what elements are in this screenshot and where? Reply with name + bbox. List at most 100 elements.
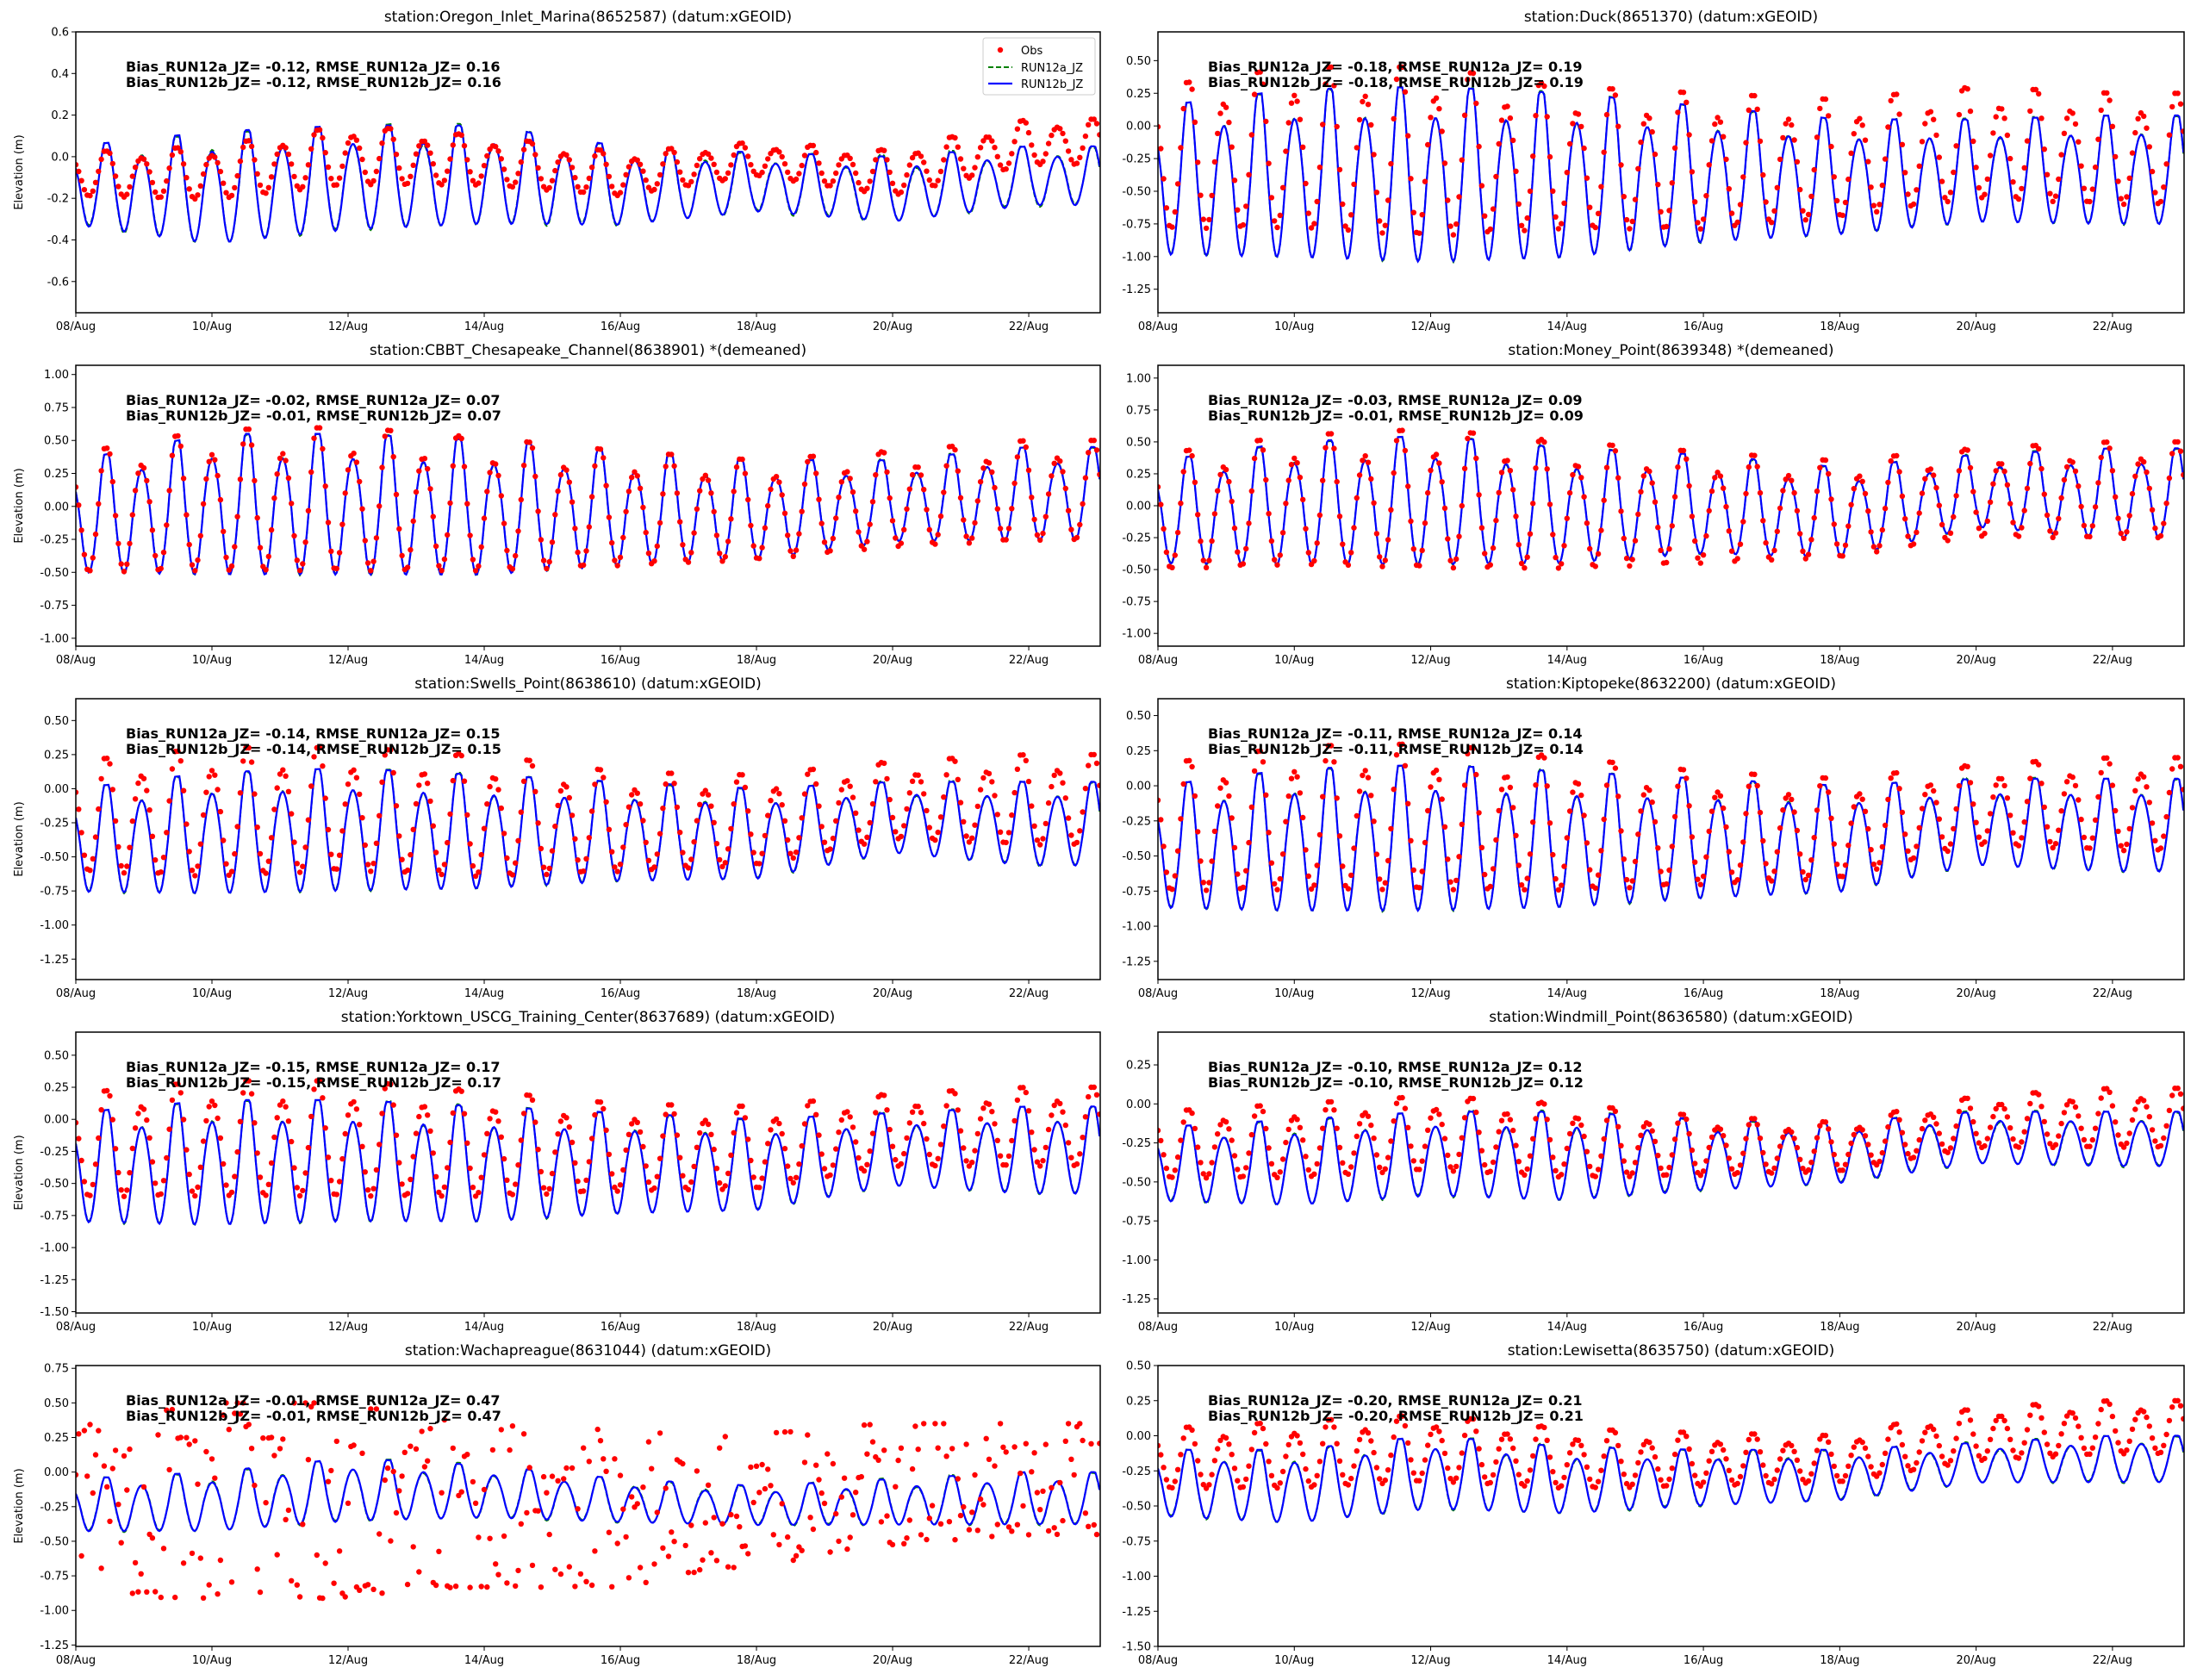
obs-point bbox=[2021, 507, 2027, 513]
obs-point bbox=[237, 476, 244, 482]
obs-point bbox=[1186, 79, 1192, 85]
obs-point bbox=[1354, 1448, 1360, 1454]
stats-text: Bias_RUN12a_JZ= -0.12, RMSE_RUN12a_JZ= 0… bbox=[126, 59, 501, 75]
obs-point bbox=[2061, 476, 2068, 483]
obs-point bbox=[283, 145, 289, 151]
obs-point bbox=[1034, 1490, 1041, 1496]
obs-point bbox=[601, 1456, 607, 1462]
obs-point bbox=[1774, 1155, 1780, 1161]
obs-point bbox=[1953, 1435, 1959, 1441]
obs-point bbox=[345, 1500, 352, 1507]
obs-point bbox=[2050, 198, 2056, 204]
obs-point bbox=[1964, 1095, 1970, 1102]
obs-point bbox=[1005, 830, 1012, 836]
obs-point bbox=[1964, 1407, 1970, 1413]
obs-point bbox=[1351, 1463, 1357, 1469]
obs-point bbox=[1161, 1152, 1167, 1158]
obs-point bbox=[1062, 1122, 1069, 1129]
obs-point bbox=[884, 157, 890, 163]
obs-point bbox=[2063, 1102, 2070, 1108]
obs-point bbox=[649, 1465, 655, 1472]
obs-point bbox=[192, 873, 198, 879]
x-tick-label: 14/Aug bbox=[464, 987, 504, 1000]
obs-point bbox=[2061, 130, 2068, 136]
obs-point bbox=[977, 145, 984, 151]
obs-point bbox=[1515, 862, 1522, 868]
obs-point bbox=[827, 1172, 833, 1179]
obs-point bbox=[961, 165, 967, 171]
obs-point bbox=[2058, 808, 2064, 814]
obs-point bbox=[1905, 533, 1911, 539]
obs-point bbox=[2163, 1123, 2169, 1129]
obs-point bbox=[810, 1098, 817, 1104]
subplot-6: station:Kiptopeke(8632200) (datum:xGEOID… bbox=[1122, 675, 2185, 1000]
obs-point bbox=[1203, 1175, 1210, 1181]
x-tick-label: 08/Aug bbox=[56, 1654, 96, 1667]
obs-point bbox=[844, 778, 850, 784]
obs-point bbox=[2175, 1086, 2181, 1092]
obs-point bbox=[677, 830, 683, 836]
obs-point bbox=[1354, 812, 1360, 819]
obs-point bbox=[1695, 220, 1701, 226]
obs-point bbox=[926, 177, 933, 184]
obs-point bbox=[1498, 1117, 1505, 1123]
obs-point bbox=[408, 851, 414, 858]
obs-point bbox=[404, 867, 411, 874]
obs-point bbox=[271, 495, 277, 501]
obs-point bbox=[1174, 1466, 1181, 1473]
obs-point bbox=[399, 176, 405, 182]
obs-point bbox=[2076, 483, 2082, 489]
obs-point bbox=[1288, 462, 1295, 468]
obs-point bbox=[257, 1174, 264, 1180]
obs-point bbox=[2044, 171, 2051, 177]
obs-point bbox=[336, 1548, 343, 1554]
obs-point bbox=[538, 1584, 545, 1590]
obs-point bbox=[1987, 152, 1994, 159]
obs-point bbox=[1014, 454, 1021, 460]
obs-point bbox=[685, 559, 692, 565]
y-tick-label: -1.25 bbox=[1122, 955, 1151, 968]
obs-point bbox=[634, 1501, 640, 1507]
obs-point bbox=[612, 557, 618, 563]
obs-point bbox=[1040, 530, 1046, 537]
obs-point bbox=[1195, 829, 1201, 835]
obs-point bbox=[1441, 160, 1448, 166]
obs-point bbox=[1005, 1524, 1012, 1530]
obs-point bbox=[1456, 194, 1462, 200]
obs-point bbox=[572, 175, 578, 181]
obs-point bbox=[1862, 1133, 1869, 1139]
obs-point bbox=[986, 1456, 993, 1463]
obs-point bbox=[388, 747, 394, 753]
obs-point bbox=[1263, 792, 1269, 798]
obs-point bbox=[203, 161, 209, 168]
obs-point bbox=[1399, 64, 1405, 71]
obs-point bbox=[217, 168, 224, 175]
obs-point bbox=[1445, 1152, 1451, 1159]
y-tick-label: 0.25 bbox=[1126, 468, 1151, 481]
obs-point bbox=[189, 1550, 196, 1557]
obs-point bbox=[1859, 1127, 1865, 1133]
obs-point bbox=[1584, 840, 1590, 846]
obs-point bbox=[1510, 487, 1516, 493]
obs-point bbox=[1967, 464, 1974, 471]
obs-point bbox=[1482, 871, 1488, 878]
obs-point bbox=[1814, 1447, 1820, 1453]
obs-point bbox=[221, 528, 227, 535]
obs-point bbox=[283, 457, 289, 464]
obs-point bbox=[1666, 1476, 1672, 1483]
obs-point bbox=[359, 506, 365, 512]
obs-point bbox=[592, 463, 598, 470]
obs-point bbox=[606, 826, 613, 832]
obs-point bbox=[790, 1179, 796, 1186]
obs-point bbox=[189, 1188, 196, 1194]
obs-point bbox=[1470, 70, 1477, 77]
obs-point bbox=[915, 772, 921, 778]
obs-point bbox=[1093, 760, 1100, 767]
obs-point bbox=[263, 870, 269, 876]
obs-point bbox=[1708, 808, 1715, 814]
obs-point bbox=[957, 1128, 964, 1134]
obs-point bbox=[390, 1102, 396, 1108]
obs-point bbox=[132, 1559, 139, 1566]
obs-point bbox=[617, 1182, 624, 1188]
obs-point bbox=[1664, 559, 1670, 566]
